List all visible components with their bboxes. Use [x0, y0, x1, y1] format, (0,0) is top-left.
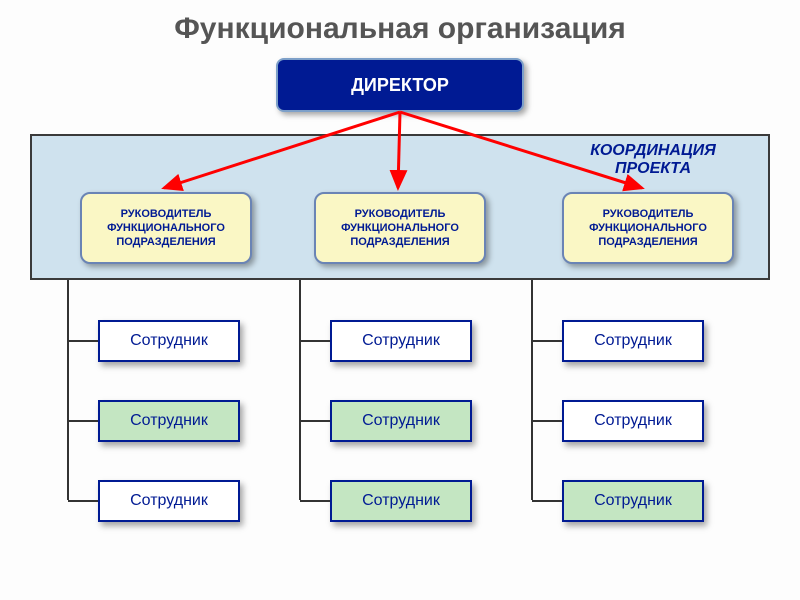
employee-node-c2-r1: Сотрудник: [330, 320, 472, 362]
employee-node-c3-r3: Сотрудник: [562, 480, 704, 522]
employee-node-c3-r2: Сотрудник: [562, 400, 704, 442]
employee-node-c1-r2: Сотрудник: [98, 400, 240, 442]
manager-node-3: РУКОВОДИТЕЛЬ ФУНКЦИОНАЛЬНОГО ПОДРАЗДЕЛЕН…: [562, 192, 734, 264]
employee-node-c1-r3: Сотрудник: [98, 480, 240, 522]
employee-node-c1-r1: Сотрудник: [98, 320, 240, 362]
coordination-label: КООРДИНАЦИЯ ПРОЕКТА: [568, 142, 738, 179]
coordination-panel: КООРДИНАЦИЯ ПРОЕКТА РУКОВОДИТЕЛЬ ФУНКЦИО…: [30, 134, 770, 280]
manager-node-2: РУКОВОДИТЕЛЬ ФУНКЦИОНАЛЬНОГО ПОДРАЗДЕЛЕН…: [314, 192, 486, 264]
employee-node-c2-r2: Сотрудник: [330, 400, 472, 442]
page-title: Функциональная организация: [0, 12, 800, 46]
manager-node-1: РУКОВОДИТЕЛЬ ФУНКЦИОНАЛЬНОГО ПОДРАЗДЕЛЕН…: [80, 192, 252, 264]
employee-node-c2-r3: Сотрудник: [330, 480, 472, 522]
employee-node-c3-r1: Сотрудник: [562, 320, 704, 362]
director-node: ДИРЕКТОР: [276, 58, 524, 112]
